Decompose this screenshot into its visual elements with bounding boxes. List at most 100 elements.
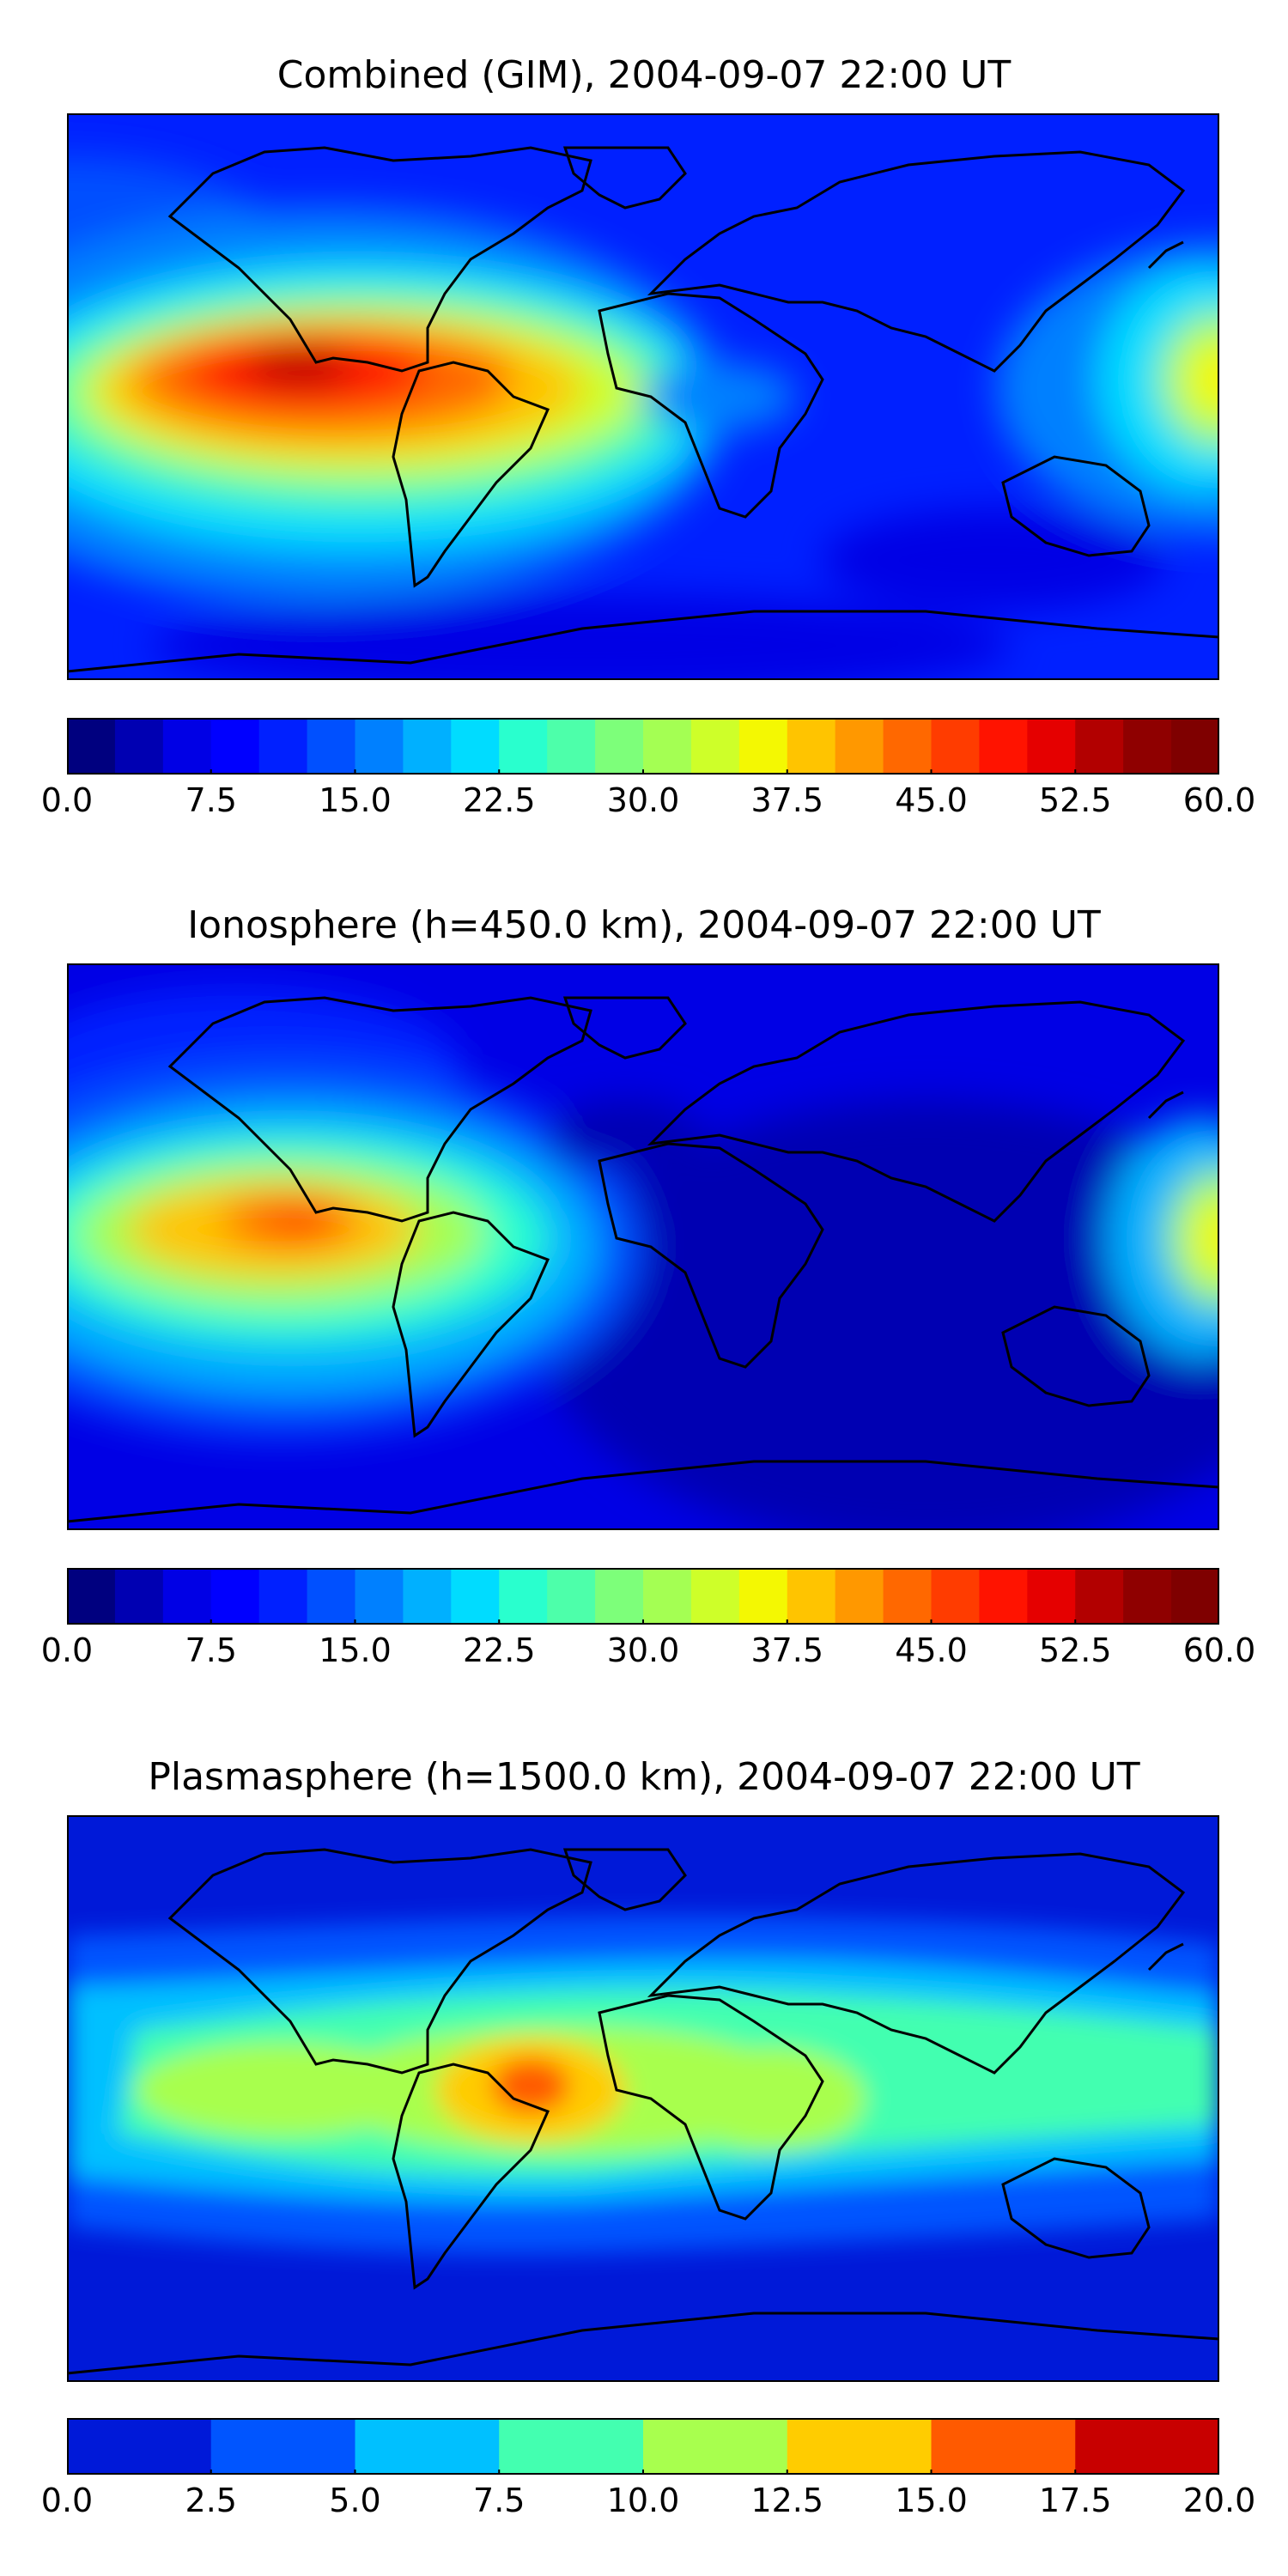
colorbar-tick-label: 52.5 xyxy=(1038,1631,1112,1669)
colorbar-level xyxy=(114,718,164,775)
colorbar-level xyxy=(355,718,404,775)
colorbar-level xyxy=(931,718,981,775)
colorbar-level xyxy=(883,1568,933,1625)
colorbar-tick-label: 37.5 xyxy=(750,1631,824,1669)
colorbar-tick-label: 22.5 xyxy=(462,781,536,819)
colorbar-level xyxy=(643,2418,788,2475)
colorbar-tick-label: 0.0 xyxy=(40,781,94,819)
colorbar-tick-label: 15.0 xyxy=(319,1631,392,1669)
colorbar-level xyxy=(67,1568,116,1625)
colorbar-level xyxy=(835,1568,884,1625)
colorbar-level xyxy=(499,2418,644,2475)
colorbar-tick-label: 10.0 xyxy=(606,2482,680,2519)
coastlines xyxy=(67,996,1219,1523)
colorbar-level xyxy=(931,2418,1076,2475)
colorbar-level xyxy=(451,718,500,775)
colorbar-level xyxy=(1171,1568,1219,1625)
colorbar-tick-label: 45.0 xyxy=(895,781,968,819)
colorbar-level xyxy=(307,718,356,775)
panel-title-plasmasphere: Plasmasphere (h=1500.0 km), 2004-09-07 2… xyxy=(148,1755,1140,1799)
colorbar-level xyxy=(1075,1568,1124,1625)
colorbar-tick-label: 30.0 xyxy=(606,781,680,819)
colorbar-tick-label: 30.0 xyxy=(606,1631,680,1669)
colorbar-level xyxy=(210,2418,356,2475)
colorbar-level xyxy=(1123,1568,1172,1625)
colorbar-level xyxy=(403,1568,452,1625)
coastlines xyxy=(67,1848,1219,2375)
colorbar-level xyxy=(595,718,644,775)
colorbar-tick-label: 2.5 xyxy=(185,2482,237,2519)
coastlines xyxy=(67,146,1219,673)
colorbar-level xyxy=(355,2418,500,2475)
colorbar-tick-label: 15.0 xyxy=(895,2482,968,2519)
tec-field xyxy=(67,1916,1219,2254)
panel-title-combined: Combined (GIM), 2004-09-07 22:00 UT xyxy=(276,53,1012,97)
map-frame xyxy=(67,1815,1219,2382)
colorbar-level xyxy=(883,718,933,775)
colorbar-tick-label: 17.5 xyxy=(1038,2482,1112,2519)
colorbar-level xyxy=(307,1568,356,1625)
colorbar-level xyxy=(1027,718,1076,775)
colorbar-level xyxy=(595,1568,644,1625)
colorbar-tick-label: 7.5 xyxy=(185,1631,237,1669)
colorbar-level xyxy=(403,718,452,775)
map-frame xyxy=(67,963,1219,1530)
colorbar-ionosphere xyxy=(67,1568,1219,1625)
colorbar-level xyxy=(114,1568,164,1625)
colorbar-level xyxy=(787,1568,836,1625)
colorbar-level xyxy=(738,718,788,775)
colorbar-level xyxy=(787,2418,933,2475)
colorbar-level xyxy=(162,718,212,775)
colorbar-level xyxy=(547,718,596,775)
colorbar-level xyxy=(499,718,548,775)
colorbar-tick-label: 15.0 xyxy=(319,781,392,819)
colorbar-level xyxy=(979,718,1028,775)
colorbar-level xyxy=(738,1568,788,1625)
colorbar-tick-label: 12.5 xyxy=(750,2482,824,2519)
colorbar-tick-label: 60.0 xyxy=(1182,1631,1256,1669)
colorbar-combined xyxy=(67,718,1219,775)
colorbar-plasmasphere xyxy=(67,2418,1219,2475)
colorbar-tick-label: 20.0 xyxy=(1182,2482,1256,2519)
colorbar-level xyxy=(162,1568,212,1625)
colorbar-level xyxy=(643,718,692,775)
colorbar-level xyxy=(787,718,836,775)
colorbar-level xyxy=(547,1568,596,1625)
colorbar-level xyxy=(499,1568,548,1625)
colorbar-level xyxy=(643,1568,692,1625)
colorbar-level xyxy=(690,1568,740,1625)
map-ionosphere xyxy=(67,963,1219,1530)
colorbar-level xyxy=(210,1568,260,1625)
colorbar-level xyxy=(1075,718,1124,775)
panel-title-ionosphere: Ionosphere (h=450.0 km), 2004-09-07 22:0… xyxy=(187,903,1101,947)
colorbar-level xyxy=(67,2418,212,2475)
colorbar-tick-label: 22.5 xyxy=(462,1631,536,1669)
colorbar-level xyxy=(1171,718,1219,775)
colorbar-ticks-combined: 0.0 7.5 15.0 22.5 30.0 37.5 45.0 52.5 60.0 xyxy=(41,781,1256,824)
colorbar-level xyxy=(690,718,740,775)
map-plasmasphere xyxy=(67,1815,1219,2382)
colorbar-tick-label: 7.5 xyxy=(185,781,237,819)
colorbar-level xyxy=(1075,2418,1219,2475)
colorbar-tick-label: 52.5 xyxy=(1038,781,1112,819)
map-frame xyxy=(67,113,1219,680)
colorbar-tick-label: 5.0 xyxy=(329,2482,381,2519)
tec-field xyxy=(67,989,1219,1530)
map-combined xyxy=(67,113,1219,680)
colorbar-level xyxy=(1123,718,1172,775)
colorbar-tick-label: 0.0 xyxy=(40,1631,94,1669)
colorbar-level xyxy=(210,718,260,775)
colorbar-level xyxy=(355,1568,404,1625)
colorbar-level xyxy=(258,1568,308,1625)
colorbar-tick-label: 60.0 xyxy=(1182,781,1256,819)
colorbar-level xyxy=(67,718,116,775)
tec-field xyxy=(67,156,1219,680)
colorbar-level xyxy=(931,1568,981,1625)
colorbar-tick-label: 37.5 xyxy=(750,781,824,819)
colorbar-level xyxy=(835,718,884,775)
colorbar-tick-label: 0.0 xyxy=(40,2482,94,2519)
colorbar-ticks-plasmasphere: 0.0 2.5 5.0 7.5 10.0 12.5 15.0 17.5 20.0 xyxy=(41,2482,1256,2524)
colorbar-tick-label: 45.0 xyxy=(895,1631,968,1669)
colorbar-tick-label: 7.5 xyxy=(473,2482,526,2519)
colorbar-level xyxy=(979,1568,1028,1625)
